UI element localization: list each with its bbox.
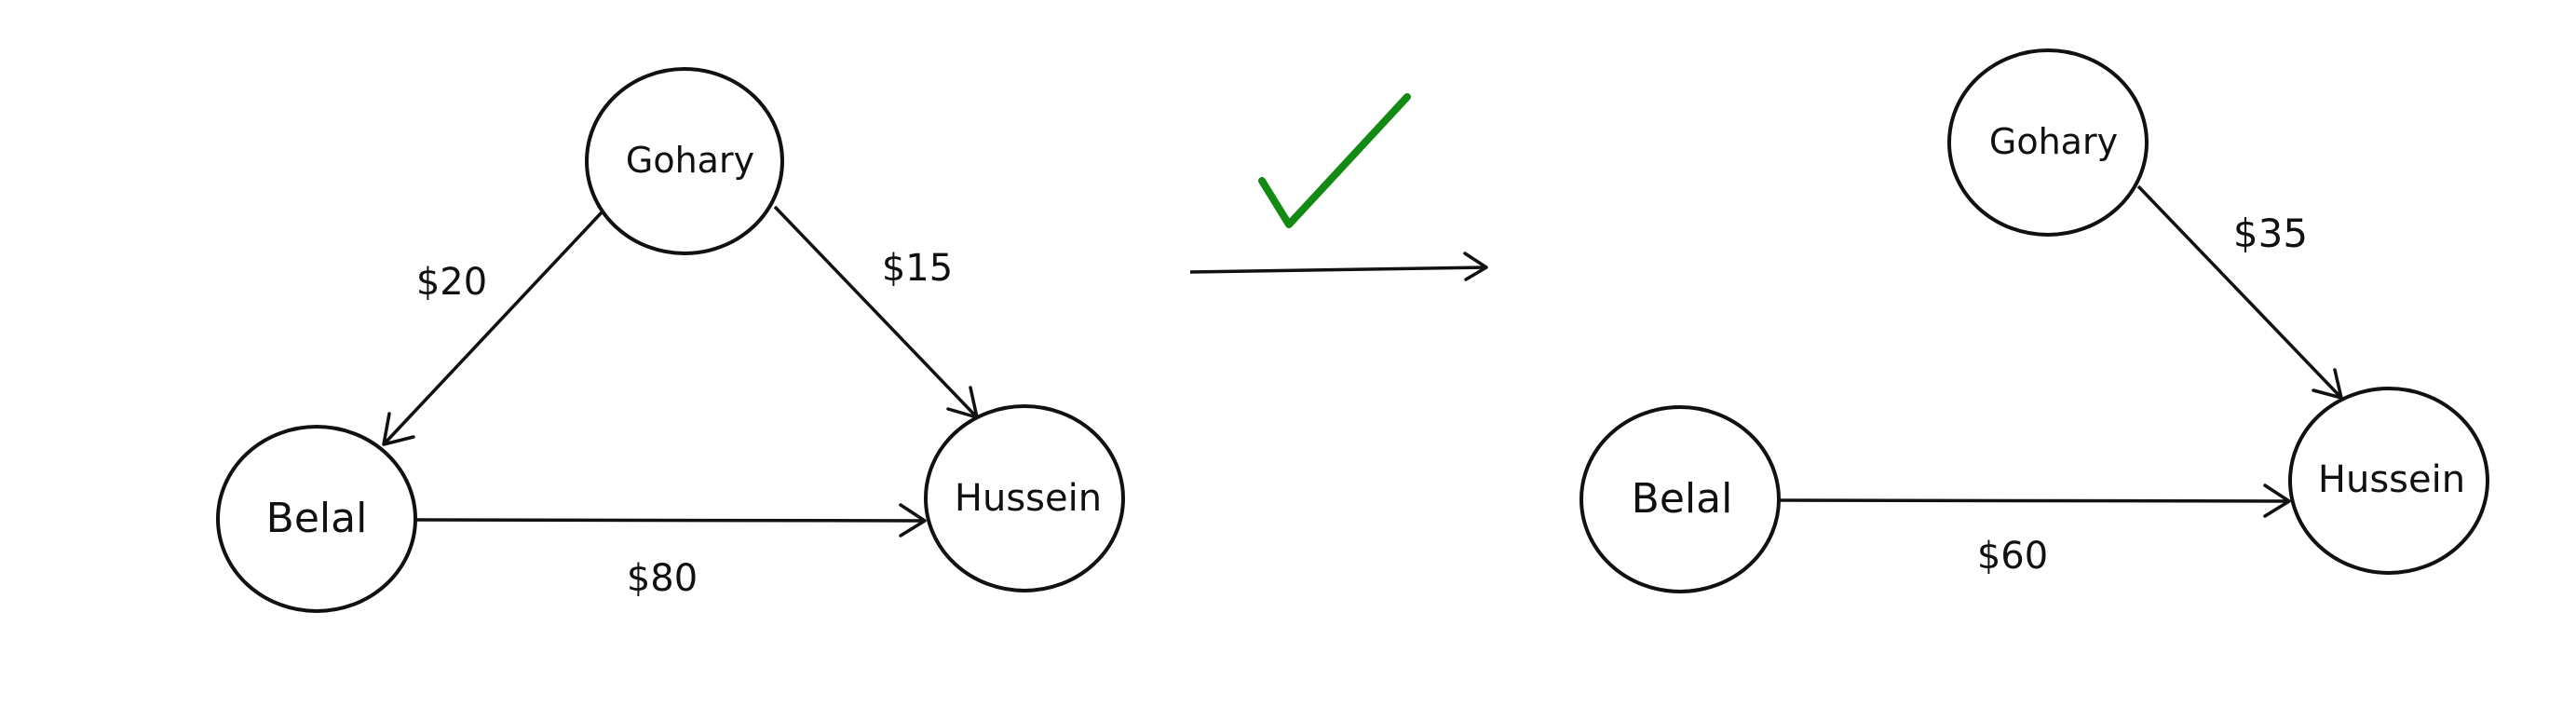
node-circle [924, 404, 1125, 592]
edge-label-belal-hussein: $60 [1977, 535, 2048, 578]
arrow-shaft [1189, 266, 1487, 274]
right-arrow-icon [1189, 252, 1488, 281]
transform-indicator [1189, 93, 1488, 281]
node-circle [1947, 48, 2149, 237]
edge-label-gohary-belal: $20 [416, 261, 487, 304]
edge-line [1779, 498, 2290, 503]
arrowhead-icon [1463, 252, 1488, 281]
before-edge-gohary-to-hussein [773, 205, 979, 419]
node-circle [1579, 405, 1781, 593]
checkmark-icon [1258, 93, 1411, 228]
node-label: Hussein [2318, 458, 2465, 501]
before-graph: $20 $15 $80 Gohary Belal Hussein [216, 67, 1125, 613]
before-node-gohary: Gohary [585, 67, 784, 255]
node-label: Gohary [1989, 121, 2118, 162]
node-circle [216, 425, 417, 613]
node-label: Gohary [626, 140, 754, 181]
after-node-belal: Belal [1579, 405, 1781, 593]
after-edge-belal-to-hussein [1779, 483, 2291, 518]
edge-label-gohary-hussein: $35 [2233, 211, 2308, 256]
arrowhead-icon [899, 503, 927, 538]
edge-line [415, 518, 926, 523]
node-label: Hussein [955, 477, 1102, 520]
before-node-belal: Belal [216, 425, 417, 613]
edge-label-gohary-hussein: $15 [882, 247, 953, 290]
edge-line [382, 211, 603, 446]
before-node-hussein: Hussein [924, 404, 1125, 592]
node-circle [585, 67, 784, 255]
edge-label-belal-hussein: $80 [627, 557, 698, 600]
before-edge-gohary-to-belal [382, 211, 603, 446]
node-circle [2288, 387, 2489, 575]
node-label: Belal [266, 495, 368, 542]
arrowhead-icon [2263, 483, 2291, 518]
before-edge-belal-to-hussein [415, 503, 927, 538]
after-node-hussein: Hussein [2288, 387, 2489, 575]
after-graph: $35 $60 Gohary Belal Hussein [1579, 48, 2489, 593]
edge-line [2136, 184, 2343, 400]
after-node-gohary: Gohary [1947, 48, 2149, 237]
arrowhead-icon [382, 412, 415, 446]
edge-line [773, 205, 979, 419]
node-label: Belal [1632, 475, 1733, 523]
